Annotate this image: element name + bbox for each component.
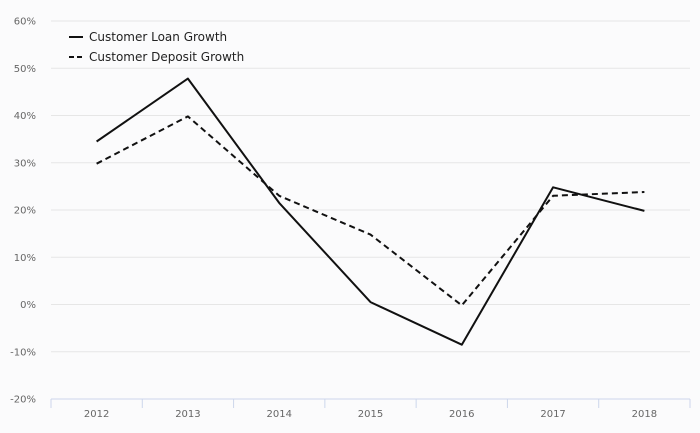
x-tick-label: 2017 bbox=[540, 409, 565, 420]
x-tick-label: 2015 bbox=[358, 409, 383, 420]
y-tick-label: 10% bbox=[14, 253, 36, 264]
y-tick-label: -10% bbox=[10, 347, 36, 358]
y-tick-label: 60% bbox=[14, 17, 36, 28]
legend-swatch-dashed bbox=[69, 56, 83, 58]
x-tick-label: 2013 bbox=[175, 409, 200, 420]
x-axis bbox=[50, 398, 691, 408]
series-line-deposit-growth bbox=[96, 115, 645, 307]
legend-item-deposit: Customer Deposit Growth bbox=[69, 47, 244, 67]
legend-label-loan: Customer Loan Growth bbox=[89, 30, 228, 44]
series-line-loan-growth bbox=[96, 77, 645, 346]
legend-label-deposit: Customer Deposit Growth bbox=[89, 50, 245, 64]
x-tick-label: 2016 bbox=[449, 409, 474, 420]
legend: Customer Loan Growth Customer Deposit Gr… bbox=[69, 27, 244, 67]
y-axis-ticks: 60% 50% 40% 30% 20% 10% 0% -10% -20% bbox=[10, 17, 36, 406]
y-tick-label: 30% bbox=[14, 158, 36, 169]
grid-lines bbox=[51, 20, 690, 353]
legend-item-loan: Customer Loan Growth bbox=[69, 27, 244, 47]
y-tick-label: -20% bbox=[10, 395, 36, 406]
x-tick-label: 2018 bbox=[632, 409, 657, 420]
x-tick-label: 2014 bbox=[266, 409, 291, 420]
y-tick-label: 40% bbox=[14, 111, 36, 122]
x-tick-label: 2012 bbox=[84, 409, 109, 420]
y-tick-label: 0% bbox=[20, 300, 36, 311]
legend-swatch-solid bbox=[69, 36, 83, 38]
x-axis-ticks: 2012 2013 2014 2015 2016 2017 2018 bbox=[84, 409, 657, 420]
series-lines bbox=[96, 77, 645, 346]
y-tick-label: 20% bbox=[14, 206, 36, 217]
y-tick-label: 50% bbox=[14, 64, 36, 75]
